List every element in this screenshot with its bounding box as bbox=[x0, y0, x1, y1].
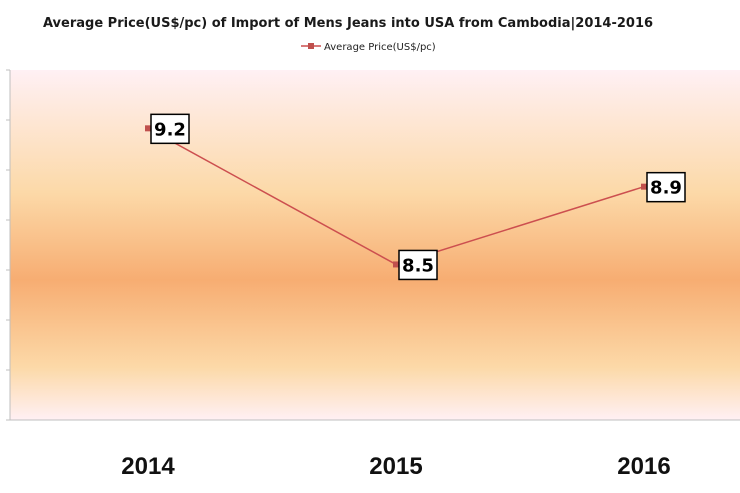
x-tick-label-2014: 2014 bbox=[121, 453, 175, 480]
x-tick-label-2016: 2016 bbox=[617, 453, 670, 480]
data-label-2016: 8.9 bbox=[646, 171, 686, 203]
data-label-value: 9.2 bbox=[154, 119, 186, 140]
legend-marker-swatch bbox=[308, 43, 314, 49]
data-label-box bbox=[398, 249, 438, 281]
data-labels: 9.2 8.5 8.9 bbox=[150, 113, 686, 281]
data-label-2015: 8.5 bbox=[398, 249, 438, 281]
data-label-box bbox=[646, 171, 686, 203]
data-label-value: 8.5 bbox=[402, 255, 434, 276]
data-label-2014: 9.2 bbox=[150, 113, 190, 145]
data-label-box bbox=[150, 113, 190, 145]
series-average-price bbox=[145, 125, 647, 268]
x-axis-tick-labels: 2014 2015 2016 bbox=[121, 453, 670, 480]
x-tick-label-2015: 2015 bbox=[369, 453, 422, 480]
chart-title: Average Price(US$/pc) of Import of Mens … bbox=[43, 16, 653, 31]
legend: Average Price(US$/pc) bbox=[301, 42, 436, 53]
data-point-2016 bbox=[641, 183, 647, 190]
data-label-value: 8.9 bbox=[650, 178, 682, 199]
plot-area bbox=[10, 70, 740, 420]
y-axis bbox=[6, 69, 740, 421]
data-point-2014 bbox=[145, 125, 151, 132]
legend-entry-average-price: Average Price(US$/pc) bbox=[324, 42, 436, 53]
data-point-2015 bbox=[393, 261, 399, 268]
